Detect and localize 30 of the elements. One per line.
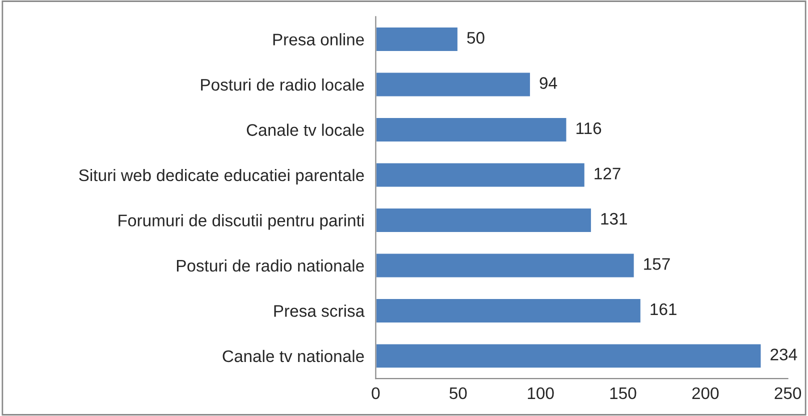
y-tick-label: Situri web dedicate educatiei parentale <box>79 168 364 184</box>
data-label: 161 <box>650 303 676 316</box>
data-label: 234 <box>770 348 798 360</box>
x-tick-label: 200 <box>692 387 719 400</box>
y-tick-label: Canale tv locale <box>246 124 364 136</box>
bar <box>376 26 459 52</box>
data-label: 116 <box>576 122 602 134</box>
y-tick-label: Posturi de radio nationale <box>176 259 364 272</box>
y-tick-label: Forumuri de discutii pentru parinti <box>118 214 364 230</box>
x-tick-label: 50 <box>450 387 467 400</box>
x-tick-label: 0 <box>372 387 380 400</box>
bar <box>376 162 586 188</box>
bar <box>376 298 642 324</box>
x-tick-label: 250 <box>774 387 802 400</box>
y-tick-label: Posturi de radio locale <box>201 78 364 91</box>
bar <box>376 252 636 279</box>
x-tick-label: 150 <box>610 387 636 400</box>
bar <box>376 71 532 98</box>
y-tick-label: Presa online <box>273 33 364 46</box>
data-label: 131 <box>601 212 627 225</box>
data-label: 94 <box>540 77 558 89</box>
bar <box>376 207 592 234</box>
y-tick-label: Canale tv nationale <box>222 350 364 362</box>
x-tick-label: 100 <box>528 387 554 400</box>
bar <box>376 116 568 143</box>
data-label: 50 <box>467 32 484 44</box>
bar <box>376 342 762 370</box>
data-label: 127 <box>594 168 620 180</box>
data-label: 157 <box>644 258 670 270</box>
y-tick-label: Presa scrisa <box>274 304 365 317</box>
